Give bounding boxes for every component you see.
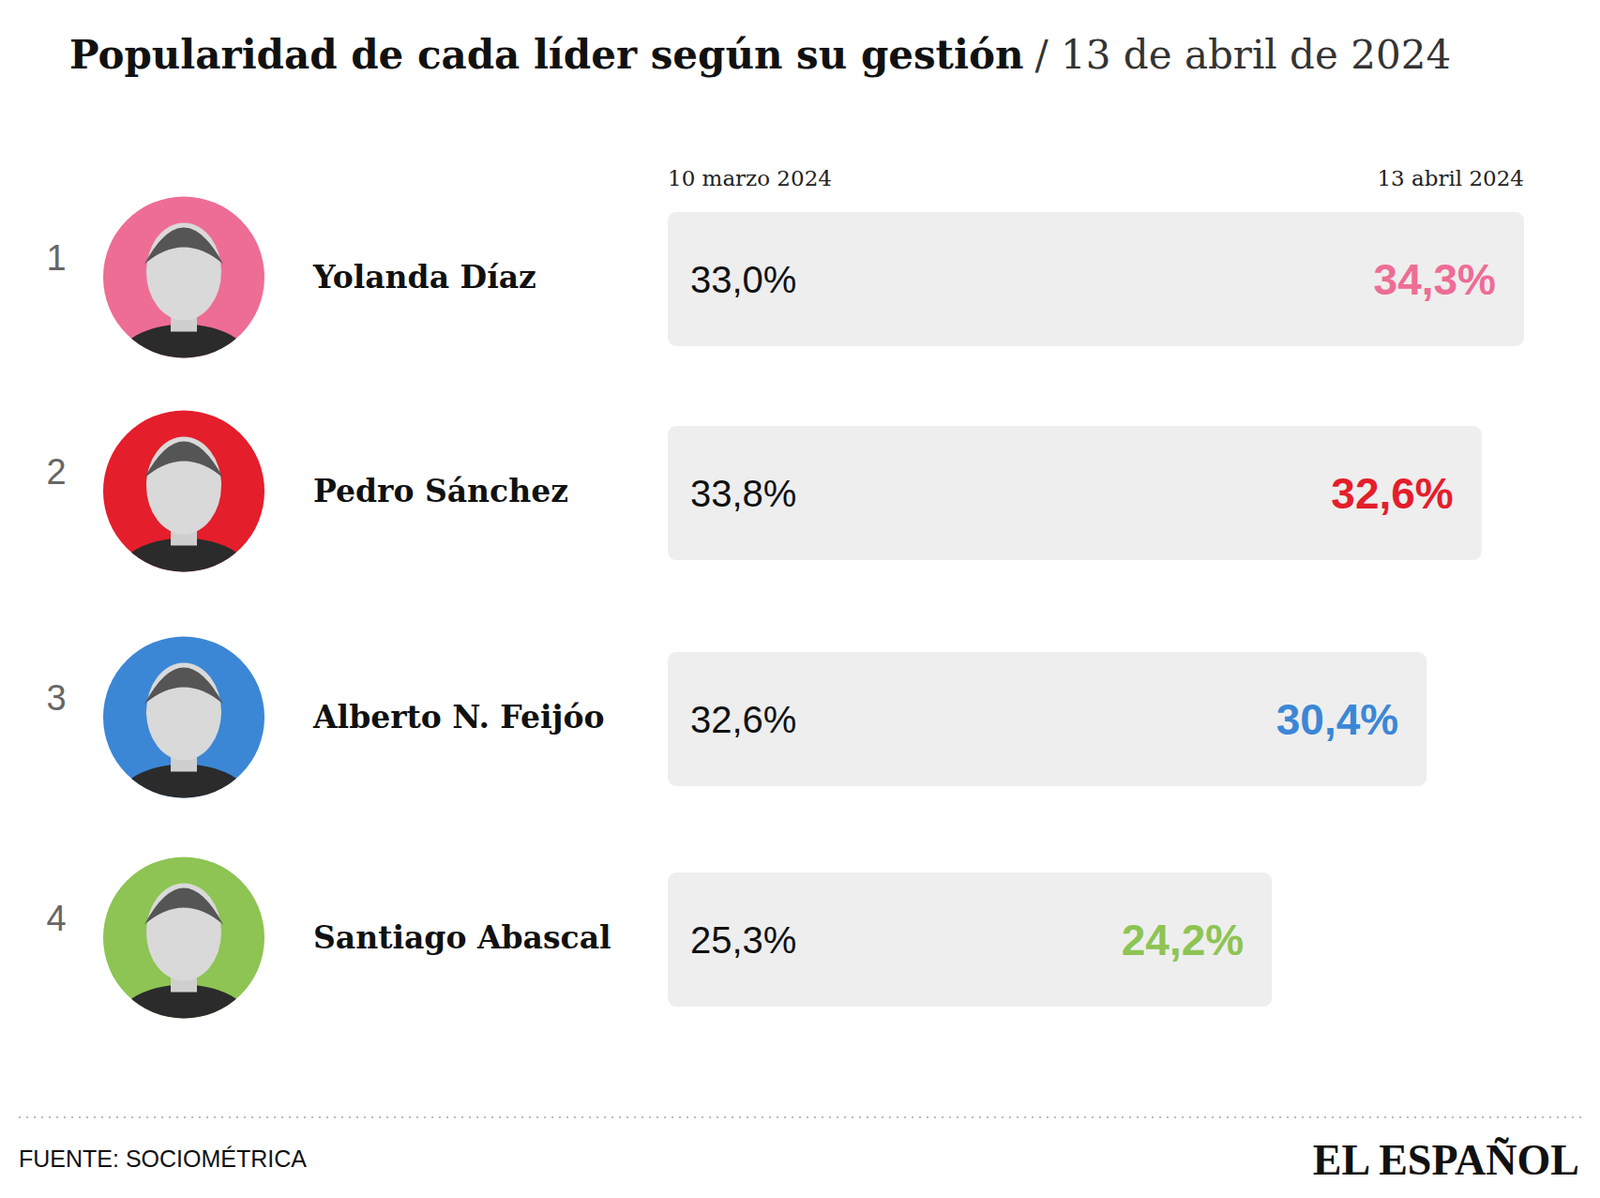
chart: Popularidad de cada líder según su gesti… [0, 0, 1600, 1198]
bar [667, 211, 1525, 347]
shoulders [110, 984, 257, 1079]
bars [667, 211, 1525, 1007]
shoulders [110, 324, 257, 419]
value-label: 25,3% [690, 919, 797, 961]
title-line: Popularidad de cada líder según su gesti… [69, 31, 1451, 78]
hair [144, 888, 224, 925]
hair [144, 227, 224, 265]
rank: 4 [45, 898, 66, 938]
category-label: Pedro Sánchez [313, 472, 569, 510]
rank: 3 [45, 678, 66, 718]
bar [667, 872, 1272, 1007]
separator [18, 1116, 1582, 1118]
bar [667, 651, 1427, 786]
title: Popularidad de cada líder según su gesti… [69, 31, 1025, 78]
value-label: 33,8% [690, 472, 797, 514]
hair [144, 441, 224, 479]
value-label: 33,0% [690, 258, 797, 301]
value-label: 30,4% [1276, 694, 1399, 744]
shoulders [110, 764, 257, 859]
hair [144, 667, 224, 705]
rank: 2 [45, 452, 66, 492]
avatar [103, 636, 265, 859]
value-label: 32,6% [690, 698, 797, 740]
value-label: 34,3% [1373, 255, 1496, 304]
source: FUENTE: SOCIOMÉTRICA [18, 1145, 307, 1172]
avatar [103, 410, 265, 633]
column-head: 13 abril 2024 [1376, 166, 1525, 191]
avatar-figure [110, 883, 257, 1079]
avatar [103, 196, 265, 419]
shoulders [110, 538, 257, 633]
avatar-figure [110, 437, 257, 633]
category-label: Santiago Abascal [313, 919, 612, 956]
value-label: 32,6% [1330, 468, 1453, 518]
logo: EL ESPAÑOL [1313, 1135, 1580, 1184]
rank: 1 [45, 238, 66, 278]
category-label: Yolanda Díaz [312, 258, 537, 296]
avatar-figure [110, 223, 257, 419]
category-label: Alberto N. Feijóo [312, 698, 605, 736]
labels: 1 Yolanda Díaz 33,0% 34,3% 2 Pedro Sánchez 33,… [45, 238, 1496, 965]
bar [667, 425, 1482, 560]
avatar [103, 857, 265, 1079]
column-head: 10 marzo 2024 [667, 166, 832, 191]
plot-area [667, 211, 1525, 1007]
avatar-figure [110, 663, 257, 859]
subtitle: / 13 de abril de 2024 [1035, 31, 1452, 78]
value-label: 24,2% [1121, 915, 1244, 965]
